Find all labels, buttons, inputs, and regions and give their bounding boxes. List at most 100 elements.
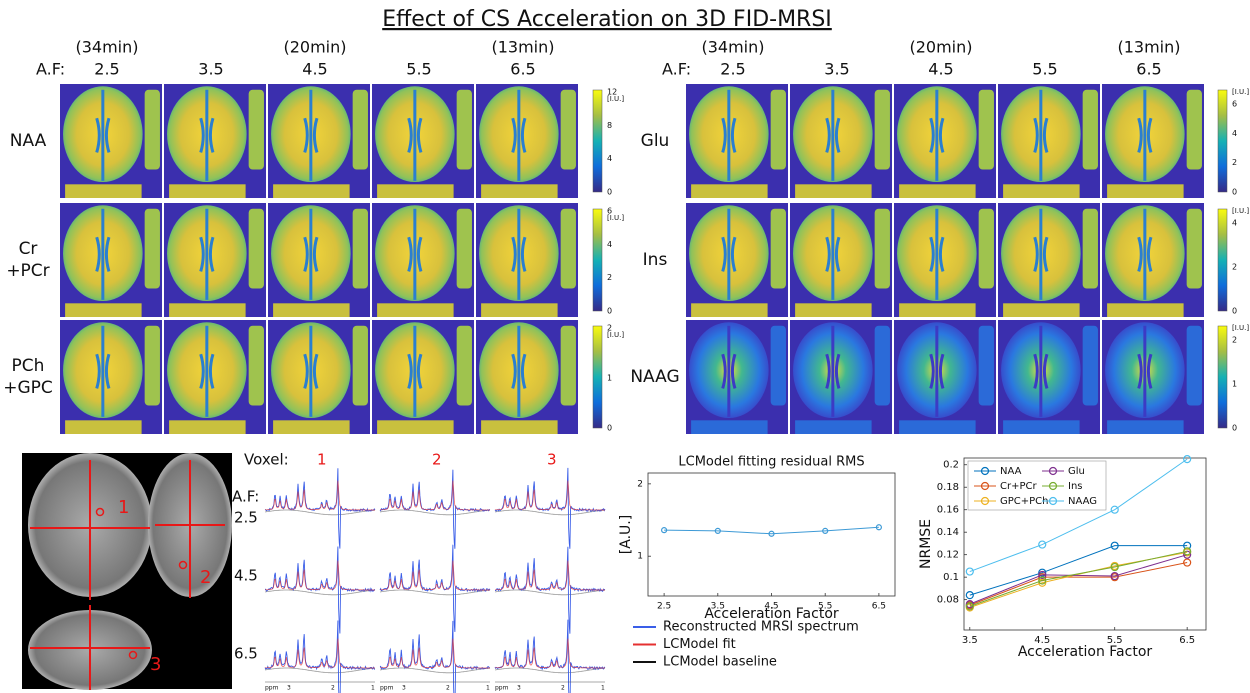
data-point — [965, 600, 974, 609]
map-sagittal — [874, 325, 890, 406]
map-coronal — [65, 420, 142, 434]
map-coronal — [1107, 184, 1184, 198]
spectrum-baseline — [494, 667, 605, 674]
map-coronal — [169, 303, 246, 317]
scan-time: (20min) — [909, 38, 972, 57]
x-tick-label: 5.5 — [818, 602, 832, 612]
colorbar — [1217, 89, 1228, 193]
map-sagittal — [874, 89, 890, 170]
map-sagittal — [352, 325, 368, 406]
colorbar — [592, 325, 603, 429]
map-coronal — [899, 184, 976, 198]
spectrum-baseline — [264, 589, 375, 596]
data-point — [965, 591, 974, 600]
spectrum-reconstructed — [495, 546, 606, 634]
map-coronal — [377, 420, 454, 434]
map-sagittal — [770, 325, 786, 406]
map-coronal — [1107, 303, 1184, 317]
colorbar — [592, 89, 603, 193]
data-point — [768, 530, 775, 537]
legend-marker — [1048, 496, 1058, 506]
data-point — [1110, 562, 1119, 572]
spectrum-fit — [495, 638, 605, 669]
data-point — [965, 567, 974, 576]
spectrum-fit — [265, 480, 375, 511]
colorbar-tick: 1 — [607, 374, 612, 383]
chart-title: LCModel fitting residual RMS — [678, 455, 864, 470]
y-tick-label: 0.18 — [937, 482, 959, 493]
map-ventricle — [511, 325, 527, 417]
voxel-marker — [178, 560, 188, 570]
map-coronal — [481, 420, 558, 434]
map-ventricle — [1137, 325, 1153, 417]
data-point — [1038, 576, 1047, 585]
map-coronal — [795, 184, 872, 198]
map-ventricle — [303, 325, 319, 417]
map-coronal — [65, 184, 142, 198]
map-sagittal — [1186, 325, 1202, 406]
crosshair — [30, 605, 150, 690]
y-tick-label: 1 — [637, 552, 643, 562]
x-tick-label: 5.5 — [1107, 635, 1123, 646]
ppm-tick: 1 — [486, 685, 490, 692]
metabolite-label: Ins — [643, 250, 668, 270]
y-tick-label: 0.16 — [937, 505, 959, 516]
scan-time: (34min) — [701, 38, 764, 57]
acceleration-factor: 4.5 — [302, 60, 327, 79]
spectrum-reconstructed — [494, 467, 606, 549]
colorbar-unit: [I.U.] — [1232, 324, 1249, 332]
map-ventricle — [721, 89, 737, 181]
scan-time: (20min) — [283, 38, 346, 57]
map-ventricle — [825, 208, 841, 300]
data-point — [965, 602, 974, 611]
y-tick-label: 0.12 — [937, 550, 959, 561]
legend-label: LCModel fit — [663, 637, 736, 652]
data-point — [1110, 505, 1119, 514]
x-axis-label: Acceleration Factor — [704, 606, 839, 622]
map-coronal — [273, 420, 350, 434]
legend-label: GPC+PCh — [1000, 496, 1049, 507]
metabolite-label: +PCr — [6, 261, 49, 281]
colorbar-unit: [I.U.] — [607, 95, 624, 103]
map-ventricle — [825, 325, 841, 417]
colorbar — [592, 208, 603, 312]
map-ventricle — [929, 208, 945, 300]
map-ventricle — [407, 208, 423, 300]
map-coronal — [65, 303, 142, 317]
legend-label: Reconstructed MRSI spectrum — [663, 620, 859, 635]
map-ventricle — [303, 89, 319, 181]
map-coronal — [169, 420, 246, 434]
legend-label: Glu — [1068, 466, 1085, 477]
data-point — [1110, 541, 1119, 550]
map-ventricle — [199, 89, 215, 181]
series-line — [969, 545, 1188, 596]
map-ventricle — [407, 325, 423, 417]
map-ventricle — [929, 325, 945, 417]
acceleration-factor: 2.5 — [720, 60, 745, 79]
voxel-number: 3 — [150, 654, 161, 675]
data-point — [1110, 571, 1119, 581]
voxel-label: Voxel: — [244, 451, 289, 469]
ppm-tick: 3 — [402, 685, 406, 692]
ppm-tick: ppm — [495, 685, 509, 692]
x-tick-label: 6.5 — [1179, 635, 1195, 646]
data-point — [1038, 568, 1047, 577]
data-point — [1038, 578, 1047, 587]
map-coronal — [481, 184, 558, 198]
x-tick-label: 6.5 — [872, 602, 886, 612]
voxel-marker — [128, 650, 138, 660]
metabolite-label: NAA — [10, 131, 47, 151]
legend-label: NAA — [1000, 466, 1022, 477]
map-coronal — [795, 420, 872, 434]
map-sagittal — [456, 89, 472, 170]
map-sagittal — [978, 208, 994, 289]
map-ventricle — [929, 89, 945, 181]
map-sagittal — [248, 325, 264, 406]
series-line — [969, 554, 1188, 605]
map-ventricle — [303, 208, 319, 300]
map-ventricle — [511, 89, 527, 181]
colorbar-unit: [I.U.] — [1232, 207, 1249, 215]
map-coronal — [1003, 184, 1080, 198]
legend-label: NAAG — [1068, 496, 1097, 507]
ppm-tick: 3 — [517, 685, 521, 692]
